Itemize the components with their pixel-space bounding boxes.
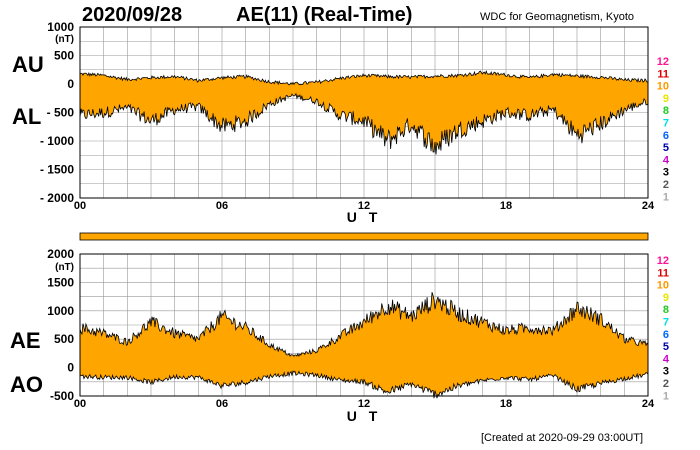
y-tick-label: 2000 xyxy=(47,247,74,261)
y-tick-label: 500 xyxy=(54,332,74,346)
x-tick-label: 06 xyxy=(216,398,228,410)
station-legend-4: 4 xyxy=(663,353,670,365)
station-legend-12: 12 xyxy=(657,255,669,267)
y-tick-label: - 500 xyxy=(47,106,75,120)
panel-1: 1000 500 0 - 500 - 1000 - 1500 - 2000 (nT) 00 06 1… xyxy=(40,20,670,225)
station-legend-12: 12 xyxy=(657,56,669,68)
x-tick-label: 00 xyxy=(74,398,86,410)
chart-title: AE(11) (Real-Time) xyxy=(236,4,413,26)
series-area-au-al xyxy=(80,71,648,155)
unit-label: (nT) xyxy=(55,34,74,45)
series-line-ae xyxy=(79,292,649,358)
station-legend-8: 8 xyxy=(663,105,669,117)
station-legend-6: 6 xyxy=(663,329,669,341)
x-tick-label: 00 xyxy=(74,200,86,212)
station-legend-6: 6 xyxy=(663,130,669,142)
y-tick-label: 0 xyxy=(67,361,74,375)
station-legend-3: 3 xyxy=(663,167,669,179)
al-side-label: AL xyxy=(12,104,42,129)
x-axis-label: U T xyxy=(347,408,382,424)
station-legend-4: 4 xyxy=(663,154,670,166)
y-tick-label: 1000 xyxy=(47,304,74,318)
y-tick-label: - 2000 xyxy=(40,191,74,205)
plot-border xyxy=(79,26,649,199)
ae-side-label: AE xyxy=(10,328,41,353)
created-timestamp: [Created at 2020-09-29 03:00UT] xyxy=(481,432,644,444)
station-legend-10: 10 xyxy=(657,81,669,93)
station-legend-9: 9 xyxy=(663,292,669,304)
station-legend-10: 10 xyxy=(657,280,669,292)
unit-label: (nT) xyxy=(55,262,74,273)
x-tick-label: 24 xyxy=(642,200,655,212)
data-coverage-bar xyxy=(79,232,649,241)
station-legend-7: 7 xyxy=(663,317,669,329)
date-title: 2020/09/28 xyxy=(82,4,183,26)
y-tick-label: - 1500 xyxy=(40,163,74,177)
station-legend-9: 9 xyxy=(663,93,669,105)
x-tick-label: 18 xyxy=(500,200,512,212)
series-area-ae-ao xyxy=(80,292,648,399)
station-legend-2: 2 xyxy=(663,179,669,191)
x-tick-label: 12 xyxy=(358,398,370,410)
series-line-al xyxy=(79,92,649,155)
y-tick-label: -500 xyxy=(50,389,74,403)
ao-side-label: AO xyxy=(10,372,43,397)
au-side-label: AU xyxy=(12,52,44,77)
x-axis-label: U T xyxy=(347,209,382,225)
x-tick-label: 06 xyxy=(216,200,228,212)
x-tick-label: 12 xyxy=(358,200,370,212)
station-legend-5: 5 xyxy=(663,142,669,154)
y-tick-label: 0 xyxy=(67,77,74,91)
series-line-au xyxy=(79,69,649,86)
station-legend-3: 3 xyxy=(663,366,669,378)
plot-border xyxy=(79,253,649,397)
y-tick-label: - 1000 xyxy=(40,134,74,148)
station-legend-7: 7 xyxy=(663,118,669,130)
organization-label: WDC for Geomagnetism, Kyoto xyxy=(480,11,635,23)
x-tick-label: 24 xyxy=(642,398,655,410)
y-tick-label: 500 xyxy=(54,49,74,63)
station-legend-1: 1 xyxy=(663,390,669,402)
station-legend-11: 11 xyxy=(657,68,669,80)
station-legend-8: 8 xyxy=(663,304,669,316)
series-line-ao xyxy=(79,370,649,399)
station-legend-1: 1 xyxy=(663,191,669,203)
station-legend-5: 5 xyxy=(663,341,669,353)
y-tick-label: 1500 xyxy=(47,275,74,289)
y-tick-label: 1000 xyxy=(47,20,74,34)
station-legend-2: 2 xyxy=(663,378,669,390)
station-legend-11: 11 xyxy=(657,267,669,279)
x-tick-label: 18 xyxy=(500,398,512,410)
